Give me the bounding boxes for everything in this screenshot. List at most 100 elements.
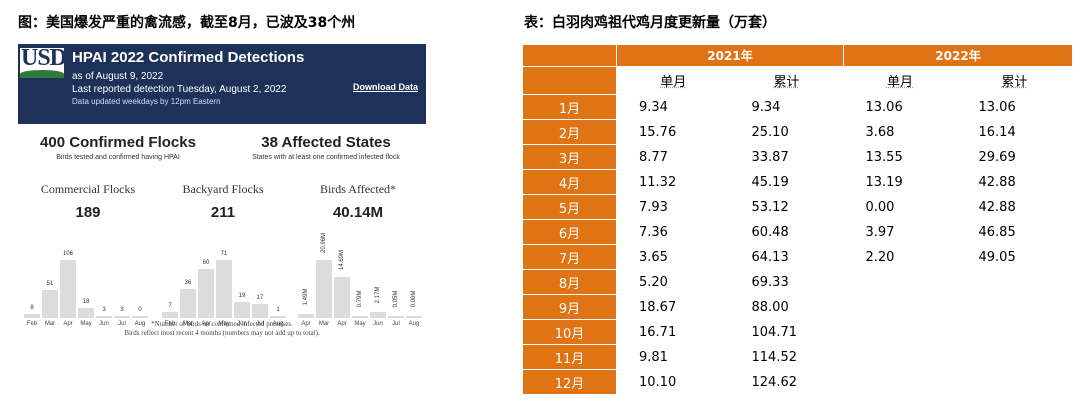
table-row: 10月 16.71 104.71 [522,319,1073,345]
value-cell: 9.34 [639,99,668,115]
chart-bar [334,277,350,318]
value-cell [844,320,957,345]
value-cell: 3.97 [865,224,895,240]
value-cell: 88.00 [751,299,789,315]
value-cell: 13.06 [865,99,903,115]
chart-bar [388,316,404,318]
bar-value-label: 14.69M [339,250,345,271]
value-cell [844,345,957,370]
month-tick-label: Apr [63,321,73,327]
usda-hpai-panel: USDA HPAI 2022 Confirmed Detections as o… [18,44,426,340]
month-cell: 9月 [522,294,617,320]
chart-bar [370,311,386,318]
grandparent-stock-table: 2021年 2022年 单月 累计 单月 累计 1月 9.34 9.34 13.06 1… [522,44,1073,395]
month-tick-label: Mar [318,321,330,327]
value-cell: 13.55 [865,149,903,165]
bar-value-label: 3 [102,307,106,313]
chart-bar [132,316,148,318]
value-cell: 10.10 [639,374,677,390]
chart-bar [352,315,368,318]
backyard-flocks-value: 211 [210,204,236,221]
chart-bar [162,312,178,318]
value-cell: 16.71 [639,324,677,340]
table-row: 8月 5.20 69.33 [522,269,1073,295]
bar-value-label: 19 [238,293,246,300]
value-cell: 42.88 [978,199,1016,215]
update-note: Data updated weekdays by 12pm Eastern [72,97,221,106]
month-cell: 1月 [522,94,617,120]
table-row: 2月 15.76 25.10 3.68 16.14 [522,119,1073,145]
bar-value-label: 1 [276,307,280,313]
value-cell: 33.87 [751,149,789,165]
right-caption: 表：白羽肉鸡祖代鸡月度更新量（万套） [524,15,776,31]
chart-bar [42,290,58,318]
value-cell [957,370,1073,395]
bar-value-label: 8 [30,304,34,311]
chart-bar [96,316,112,318]
bar-value-label: 106 [62,251,73,257]
month-cell: 4月 [522,169,617,195]
value-cell [844,295,957,320]
footnote-birds: *Number of birds on confirmed infected p… [151,320,293,328]
value-cell [957,295,1073,320]
commercial-flocks-chart: 8 Feb 51 Mar 106 Apr 18 May 3 Jun 3 Jul 0 Aug [24,248,150,327]
backyard-flocks-chart: 7 Feb 36 Mar 60 Apr 71 May 19 Jun 17 Jul 1 Aug [162,248,288,327]
value-cell: 29.69 [978,149,1016,165]
chart-bar [234,302,250,318]
month-tick-label: Aug [134,321,146,327]
month-tick-label: Mar [44,321,56,327]
month-tick-label: Jun [237,321,247,327]
value-cell: 8.77 [639,149,668,165]
chart-bar [24,313,40,318]
value-cell: 69.33 [751,274,789,290]
bar-value-label: 18 [82,299,90,306]
value-cell: 124.62 [751,374,798,390]
value-cell [957,320,1073,345]
value-cell [844,370,957,395]
value-cell: 64.13 [751,249,789,265]
commercial-flocks-value: 189 [75,204,101,221]
bar-value-label: 17 [256,295,264,302]
bar-value-label: 2.17M [375,286,381,304]
bar-value-label: 7 [168,303,172,310]
chart-bar [180,288,196,318]
value-cell: 3.65 [639,249,668,265]
left-caption: 图：美国爆发严重的禽流感，截至8月，已波及38个州 [18,15,356,31]
download-data-link[interactable]: Download Data [352,82,418,92]
month-tick-label: Jul [392,321,400,327]
year-header-2022: 2022年 [843,44,1073,67]
bar-value-label: 0 [138,307,142,313]
usda-header: USDA HPAI 2022 Confirmed Detections as o… [18,44,426,124]
bar-value-label: 60 [202,259,210,266]
month-tick-label: Jun [99,321,109,327]
month-tick-label: May [218,321,230,327]
sub-header-cumulative-2021: 累计 [773,75,800,91]
value-cell: 7.93 [639,199,668,215]
dashboard-title: HPAI 2022 Confirmed Detections [72,49,305,66]
bar-value-label: 3 [120,307,124,313]
chart-bar [114,316,130,318]
month-tick-label: Jul [118,321,126,327]
value-cell: 3.68 [865,124,895,140]
birds-affected-value: 40.14M [332,204,384,221]
value-cell: 11.32 [639,174,677,190]
table-row: 6月 7.36 60.48 3.97 46.85 [522,219,1073,245]
bar-value-label: 36 [184,279,192,286]
sub-header-cumulative-2022: 累计 [1001,75,1028,91]
month-cell: 12月 [522,369,617,395]
birds-affected-chart: 1.49M Apr 20.96M Mar 14.69M Apr 0.79M May 2.17M J… [298,233,424,327]
table-row: 4月 11.32 45.19 13.19 42.88 [522,169,1073,195]
table-row: 1月 9.34 9.34 13.06 13.06 [522,94,1073,120]
chart-bar [198,268,214,318]
footnote-recent: Birds reflect most recent 4 months (numb… [124,329,320,337]
value-cell: 53.12 [751,199,789,215]
month-cell: 8月 [522,269,617,295]
value-cell: 5.20 [639,274,668,290]
chart-bar [270,316,286,318]
month-tick-label: Apr [201,321,211,327]
year-header-2021: 2021年 [616,44,844,67]
month-cell: 7月 [522,244,617,270]
last-reported-detection: Last reported detection Tuesday, August … [72,84,287,95]
value-cell: 0.00 [865,199,895,215]
bar-value-label: 20.96M [321,233,327,254]
